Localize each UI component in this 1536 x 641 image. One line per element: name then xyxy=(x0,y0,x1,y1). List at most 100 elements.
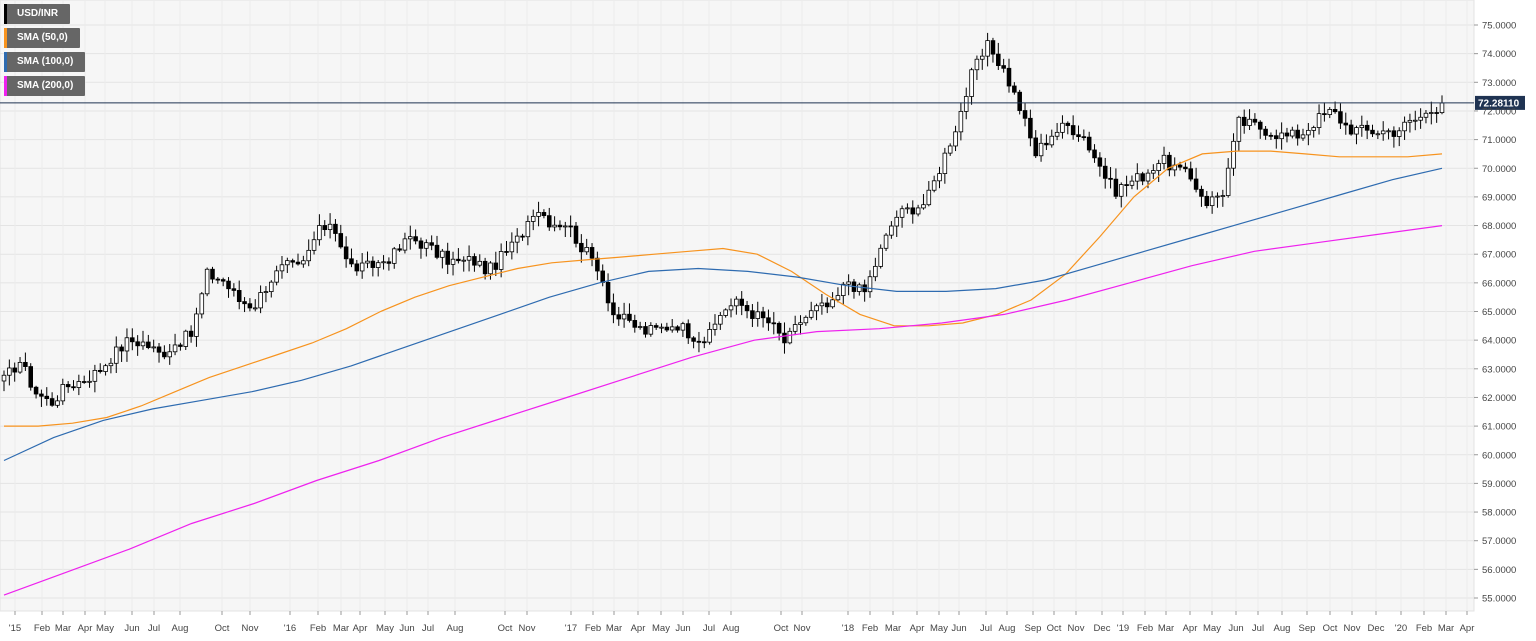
candle-body-down xyxy=(1274,135,1279,140)
candle xyxy=(359,253,365,279)
candle-body-down xyxy=(1188,168,1194,180)
candle-body-down xyxy=(1268,134,1274,137)
candle-body-down xyxy=(65,384,71,388)
y-tick-label: 67.0000 xyxy=(1482,250,1516,261)
candle-body-up xyxy=(258,292,263,309)
candle-body-up xyxy=(846,281,851,285)
candle-body-down xyxy=(178,344,183,347)
candle-body-down xyxy=(611,302,616,316)
candle xyxy=(295,253,301,266)
legend-item-symbol[interactable]: USD/INR xyxy=(4,4,71,24)
candle-body-up xyxy=(867,276,873,293)
candle xyxy=(1300,128,1306,141)
candle-body-down xyxy=(643,326,648,335)
candle xyxy=(1183,162,1188,173)
candle xyxy=(1295,124,1300,146)
candle xyxy=(648,322,654,337)
candle-body-up xyxy=(1135,173,1140,182)
candle-body-down xyxy=(210,268,215,280)
candle xyxy=(541,209,547,219)
candle-body-up xyxy=(514,235,520,243)
candle-body-down xyxy=(573,225,579,244)
candle-body-up xyxy=(1145,172,1151,182)
candle xyxy=(915,204,921,217)
candle xyxy=(1022,103,1028,127)
candle xyxy=(1396,127,1402,147)
candle-body-up xyxy=(402,238,408,251)
candle-body-down xyxy=(322,225,328,231)
candle-body-down xyxy=(1065,122,1071,126)
candle-body-up xyxy=(1359,124,1365,129)
y-tick-label: 64.0000 xyxy=(1482,336,1516,347)
candle xyxy=(579,234,584,263)
candle xyxy=(1017,89,1022,115)
legend-swatch-sma100 xyxy=(4,52,7,72)
legend-item-sma50[interactable]: SMA (50,0) xyxy=(4,28,80,48)
legend-item-sma100[interactable]: SMA (100,0) xyxy=(4,52,86,72)
x-tick-label: May xyxy=(930,623,948,634)
candle xyxy=(637,321,643,330)
x-tick-label: May xyxy=(1203,623,1221,634)
candle xyxy=(1402,116,1407,140)
y-tick-label: 61.0000 xyxy=(1482,422,1516,433)
candle-body-down xyxy=(215,278,221,281)
candle xyxy=(418,237,424,259)
y-tick-label: 72.0000 xyxy=(1482,106,1516,117)
candle xyxy=(803,315,809,326)
candle xyxy=(1348,119,1354,136)
candle-body-down xyxy=(1017,91,1022,111)
candle-body-up xyxy=(1316,113,1322,128)
candle-body-up xyxy=(680,323,686,331)
candle-body-down xyxy=(1322,113,1327,116)
candle xyxy=(808,301,814,320)
candle-body-down xyxy=(696,340,702,343)
candle-body-down xyxy=(1252,118,1258,123)
candle-body-up xyxy=(1231,140,1236,169)
candle xyxy=(979,48,985,70)
current-price-label: 72.28110 xyxy=(1478,98,1520,109)
legend-swatch-symbol xyxy=(4,4,7,24)
candle-body-down xyxy=(1391,130,1397,137)
candle xyxy=(1290,126,1295,139)
candle-body-up xyxy=(509,241,515,253)
candle xyxy=(290,258,295,268)
candle-body-up xyxy=(835,295,841,301)
candle-body-up xyxy=(1225,167,1231,196)
candle-body-up xyxy=(707,328,712,343)
sma200-line xyxy=(3,225,1443,596)
candle xyxy=(386,257,392,271)
candle-body-down xyxy=(1167,154,1172,171)
candle xyxy=(365,251,370,269)
legend-item-sma200[interactable]: SMA (200,0) xyxy=(4,76,86,96)
x-tick-label: Feb xyxy=(862,623,878,634)
candle-body-up xyxy=(712,323,718,330)
candle-body-up xyxy=(151,346,156,349)
candle-body-down xyxy=(1177,164,1183,168)
candle-body-up xyxy=(1407,119,1413,123)
y-tick-label: 59.0000 xyxy=(1482,479,1516,490)
x-tick-label: Feb xyxy=(34,623,50,634)
candle xyxy=(87,370,92,388)
candle xyxy=(1044,134,1049,150)
candle-body-up xyxy=(1060,122,1065,133)
candle-body-up xyxy=(942,152,948,174)
candle xyxy=(969,67,974,105)
candle xyxy=(1241,109,1247,134)
x-tick-label: Apr xyxy=(78,623,93,634)
x-tick-label: '15 xyxy=(9,623,21,634)
candle xyxy=(1327,107,1333,119)
candle xyxy=(1012,82,1017,95)
y-tick-label: 63.0000 xyxy=(1482,364,1516,375)
candle-body-down xyxy=(1241,116,1247,126)
candle xyxy=(146,334,151,350)
candle-body-up xyxy=(1220,195,1226,197)
candle-body-down xyxy=(595,257,600,272)
candle xyxy=(71,380,76,391)
candle-body-down xyxy=(1284,132,1290,137)
candle xyxy=(520,233,525,241)
candle-body-down xyxy=(1022,110,1028,119)
candle xyxy=(899,205,905,228)
candle xyxy=(814,303,819,321)
candle xyxy=(1284,127,1290,143)
candle-body-down xyxy=(472,256,477,266)
